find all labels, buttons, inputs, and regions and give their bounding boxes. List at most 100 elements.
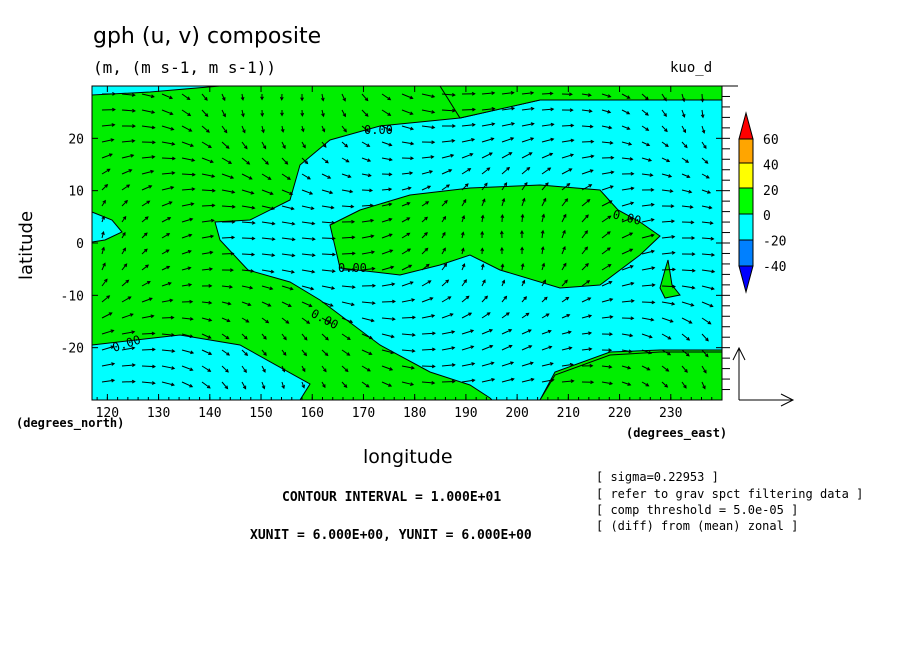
wind-vector bbox=[301, 237, 315, 240]
x-tick-label: 230 bbox=[659, 406, 682, 421]
wind-vector-head bbox=[249, 285, 254, 290]
wind-vector bbox=[561, 183, 570, 191]
wind-vector-head bbox=[511, 106, 516, 111]
wind-vector bbox=[501, 152, 512, 159]
wind-vector bbox=[221, 125, 228, 133]
wind-vector bbox=[381, 93, 391, 101]
wind-vector-head bbox=[300, 128, 305, 133]
wind-vector-head bbox=[452, 124, 456, 128]
wind-vector-head bbox=[703, 369, 707, 374]
wind-vector-head bbox=[371, 301, 376, 305]
wind-vector bbox=[541, 138, 554, 143]
wind-vector-head bbox=[324, 159, 329, 164]
wind-vector-head bbox=[372, 283, 377, 288]
wind-vector bbox=[261, 173, 271, 180]
wind-vector bbox=[541, 330, 552, 335]
wind-vector-head bbox=[104, 183, 109, 188]
wind-vector-head bbox=[443, 263, 448, 268]
wind-vector bbox=[561, 314, 570, 319]
wind-vector bbox=[221, 333, 230, 340]
wind-vector bbox=[341, 236, 355, 239]
wind-vector-head bbox=[331, 286, 336, 290]
wind-vector bbox=[501, 92, 514, 95]
wind-vector-head bbox=[629, 248, 634, 253]
wind-vector bbox=[401, 365, 414, 369]
wind-vector-head bbox=[189, 384, 194, 388]
wind-vector bbox=[161, 333, 175, 336]
wind-vector-head bbox=[352, 268, 357, 272]
wind-vector-head bbox=[245, 319, 250, 323]
note-diff: [ (diff) from (mean) zonal ] bbox=[596, 519, 799, 533]
wind-vector bbox=[121, 169, 132, 175]
wind-vector-head bbox=[343, 128, 347, 133]
wind-vector bbox=[541, 182, 549, 191]
x-tick-label: 130 bbox=[147, 406, 170, 421]
wind-vector bbox=[681, 93, 685, 102]
wind-vector bbox=[341, 349, 350, 356]
wind-vector-head bbox=[501, 279, 506, 284]
wind-vector bbox=[581, 169, 593, 175]
wind-vector-head bbox=[167, 217, 172, 221]
wind-vector-head bbox=[431, 140, 436, 145]
wind-vector bbox=[321, 285, 335, 289]
wind-vector bbox=[541, 313, 550, 319]
wind-vector-head bbox=[491, 91, 496, 95]
wind-vector bbox=[661, 317, 673, 323]
wind-vector bbox=[321, 205, 334, 209]
wind-vector-head bbox=[151, 110, 156, 114]
wind-vector-head bbox=[406, 217, 411, 221]
wind-vector-head bbox=[320, 97, 325, 102]
wind-vector bbox=[121, 347, 135, 351]
wind-vector bbox=[681, 125, 686, 133]
wind-vector-head bbox=[230, 268, 234, 272]
wind-vector bbox=[621, 248, 633, 255]
wind-vector-head bbox=[321, 128, 326, 133]
wind-vector-head bbox=[347, 174, 352, 178]
wind-vector-head bbox=[110, 138, 115, 142]
wind-vector-head bbox=[570, 153, 575, 158]
wind-vector-head bbox=[671, 301, 676, 306]
wind-vector-head bbox=[446, 184, 451, 188]
wind-vector bbox=[601, 93, 611, 98]
wind-vector bbox=[141, 109, 155, 114]
wind-vector-head bbox=[541, 262, 546, 267]
wind-vector bbox=[161, 233, 170, 239]
wind-vector bbox=[281, 253, 295, 257]
wind-vector-head bbox=[431, 364, 436, 369]
wind-vector bbox=[241, 269, 254, 272]
wind-vector bbox=[381, 188, 392, 191]
wind-vector-head bbox=[424, 247, 429, 252]
wind-vector bbox=[381, 266, 394, 271]
wind-vector bbox=[401, 281, 413, 287]
wind-vector bbox=[361, 301, 375, 304]
wind-vector bbox=[541, 362, 553, 367]
wind-vector-head bbox=[410, 382, 415, 386]
wind-vector bbox=[181, 218, 193, 223]
wind-vector bbox=[341, 109, 346, 117]
wind-vector-head bbox=[387, 127, 392, 132]
wind-vector-head bbox=[691, 252, 696, 256]
wind-vector-head bbox=[562, 213, 567, 218]
wind-vector bbox=[501, 378, 514, 383]
wind-vector-head bbox=[302, 144, 306, 149]
wind-vector bbox=[141, 93, 154, 98]
wind-vector-head bbox=[188, 128, 193, 132]
wind-vector-head bbox=[131, 379, 136, 384]
wind-vector-head bbox=[431, 94, 436, 99]
wind-vector-head bbox=[548, 345, 553, 350]
wind-vector-head bbox=[409, 126, 415, 131]
wind-vector bbox=[201, 189, 215, 192]
wind-vector bbox=[181, 203, 194, 207]
wind-vector-head bbox=[186, 96, 191, 101]
wind-vector bbox=[201, 173, 215, 178]
wind-vector-head bbox=[344, 143, 349, 148]
wind-vector bbox=[341, 252, 355, 255]
wind-vector-head bbox=[169, 298, 174, 303]
wind-vector-head bbox=[529, 361, 534, 366]
wind-vector bbox=[301, 221, 315, 225]
wind-vector bbox=[681, 317, 692, 324]
wind-vector bbox=[401, 316, 415, 319]
wind-vector-head bbox=[242, 385, 247, 390]
wind-vector-head bbox=[367, 173, 372, 178]
wind-vector-head bbox=[410, 141, 415, 146]
